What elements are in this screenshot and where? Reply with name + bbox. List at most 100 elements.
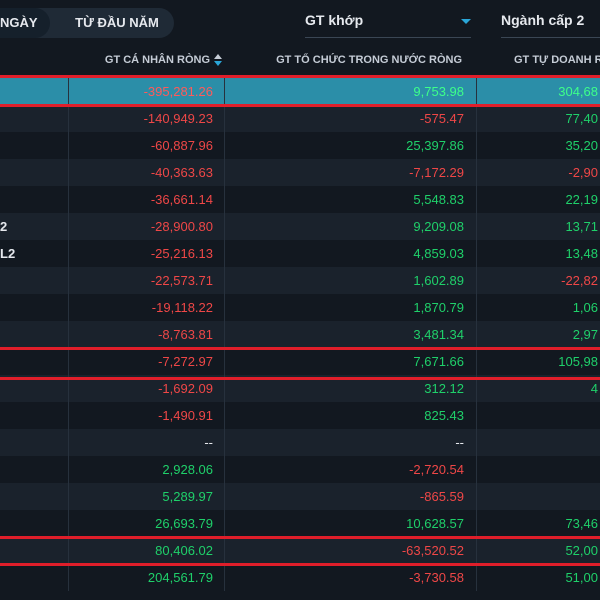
highlight-line xyxy=(0,347,600,350)
column-divider xyxy=(476,159,477,186)
individual-net-cell: -8,763.81 xyxy=(158,327,213,342)
column-divider xyxy=(68,240,69,267)
column-divider xyxy=(476,186,477,213)
column-divider xyxy=(476,402,477,429)
column-divider xyxy=(68,159,69,186)
column-divider xyxy=(224,510,225,537)
individual-net-cell: -36,661.14 xyxy=(150,192,213,207)
table-row[interactable]: -60,887.96 25,397.86 35,20 xyxy=(0,132,600,159)
table-row[interactable]: 2,928.06 -2,720.54 xyxy=(0,456,600,483)
row-name-cell xyxy=(0,402,60,429)
column-divider xyxy=(224,78,225,105)
column-divider xyxy=(476,78,477,105)
table-row[interactable]: 2 -28,900.80 9,209.08 13,71 xyxy=(0,213,600,240)
individual-net-cell: -140,949.23 xyxy=(143,111,213,126)
column-divider xyxy=(224,294,225,321)
individual-net-cell: -- xyxy=(204,435,213,450)
row-name-cell xyxy=(0,456,60,483)
column-divider xyxy=(476,132,477,159)
highlight-line xyxy=(0,104,600,107)
column-divider xyxy=(224,240,225,267)
highlight-line xyxy=(0,563,600,566)
institution-net-cell: 1,602.89 xyxy=(413,273,464,288)
column-divider xyxy=(68,348,69,375)
column-divider xyxy=(224,402,225,429)
column-divider xyxy=(68,186,69,213)
institution-net-cell: -- xyxy=(455,435,464,450)
proprietary-net-cell: 13,48 xyxy=(565,246,598,261)
column-divider xyxy=(476,483,477,510)
institution-net-cell: -7,172.29 xyxy=(409,165,464,180)
table-row[interactable]: -40,363.63 -7,172.29 -2,90 xyxy=(0,159,600,186)
table-row[interactable]: 5,289.97 -865.59 xyxy=(0,483,600,510)
institution-net-cell: 10,628.57 xyxy=(406,516,464,531)
row-name-cell xyxy=(0,186,60,213)
individual-net-cell: -22,573.71 xyxy=(150,273,213,288)
table-row[interactable]: -395,281.26 9,753.98 304,68 xyxy=(0,78,600,105)
table-row[interactable]: -36,661.14 5,548.83 22,19 xyxy=(0,186,600,213)
tab-year-to-date[interactable]: TỪ ĐẦU NĂM xyxy=(75,15,159,30)
column-divider xyxy=(224,321,225,348)
institution-net-cell: 825.43 xyxy=(424,408,464,423)
row-name-cell xyxy=(0,564,60,591)
table-row[interactable]: -7,272.97 7,671.66 105,98 xyxy=(0,348,600,375)
proprietary-net-cell: 73,46 xyxy=(565,516,598,531)
top-bar: NGÀY TỪ ĐẦU NĂM GT khớp Ngành cấp 2 xyxy=(0,0,600,44)
table-row[interactable]: -1,490.91 825.43 xyxy=(0,402,600,429)
proprietary-net-cell: 1,06 xyxy=(572,300,598,315)
table-row[interactable]: -22,573.71 1,602.89 -22,82 xyxy=(0,267,600,294)
caret-down-icon xyxy=(461,19,471,24)
sector-level-dropdown-label: Ngành cấp 2 xyxy=(501,12,585,28)
header-proprietary-net[interactable]: GT TỰ DOANH R xyxy=(514,54,600,66)
row-name-cell xyxy=(0,510,60,537)
table-row[interactable]: -19,118.22 1,870.79 1,06 xyxy=(0,294,600,321)
individual-net-cell: -60,887.96 xyxy=(150,138,213,153)
row-name-cell xyxy=(0,105,60,132)
column-divider xyxy=(476,213,477,240)
proprietary-net-cell: 2,97 xyxy=(572,327,598,342)
table-header: GT CÁ NHÂN RÒNG GT TỔ CHỨC TRONG NƯỚC RÒ… xyxy=(0,44,600,76)
column-divider xyxy=(68,267,69,294)
column-divider xyxy=(476,240,477,267)
column-divider xyxy=(68,456,69,483)
table-row[interactable]: -140,949.23 -575.47 77,40 xyxy=(0,105,600,132)
column-divider xyxy=(224,348,225,375)
table-row[interactable]: -- -- xyxy=(0,429,600,456)
individual-net-cell: 5,289.97 xyxy=(162,489,213,504)
column-divider xyxy=(476,294,477,321)
sort-icon[interactable] xyxy=(214,54,224,66)
table-row[interactable]: 26,693.79 10,628.57 73,46 xyxy=(0,510,600,537)
period-segmented-control: NGÀY TỪ ĐẦU NĂM xyxy=(0,8,174,38)
column-divider xyxy=(224,564,225,591)
individual-net-cell: -1,692.09 xyxy=(158,381,213,396)
column-divider xyxy=(224,186,225,213)
institution-net-cell: 4,859.03 xyxy=(413,246,464,261)
table-row[interactable]: L2 -25,216.13 4,859.03 13,48 xyxy=(0,240,600,267)
institution-net-cell: 312.12 xyxy=(424,381,464,396)
column-divider xyxy=(224,429,225,456)
table-row[interactable]: -8,763.81 3,481.34 2,97 xyxy=(0,321,600,348)
column-divider xyxy=(224,267,225,294)
column-divider xyxy=(224,483,225,510)
proprietary-net-cell: 105,98 xyxy=(558,354,598,369)
header-individual-net[interactable]: GT CÁ NHÂN RÒNG xyxy=(104,54,210,66)
proprietary-net-cell: 13,71 xyxy=(565,219,598,234)
column-divider xyxy=(68,483,69,510)
column-divider xyxy=(476,456,477,483)
column-divider xyxy=(68,78,69,105)
column-divider xyxy=(476,267,477,294)
row-name-cell: L2 xyxy=(0,246,16,261)
header-domestic-institution-net[interactable]: GT TỔ CHỨC TRONG NƯỚC RÒNG xyxy=(276,54,462,66)
individual-net-cell: 26,693.79 xyxy=(155,516,213,531)
sector-level-dropdown[interactable]: Ngành cấp 2 xyxy=(501,6,600,38)
column-divider xyxy=(68,564,69,591)
row-name-cell xyxy=(0,267,60,294)
proprietary-net-cell: 304,68 xyxy=(558,84,598,99)
value-type-dropdown[interactable]: GT khớp xyxy=(305,6,471,38)
table-row[interactable]: 204,561.79 -3,730.58 51,00 xyxy=(0,564,600,591)
table-row[interactable]: 80,406.02 -63,520.52 52,00 xyxy=(0,537,600,564)
institution-net-cell: 9,753.98 xyxy=(413,84,464,99)
tab-day[interactable]: NGÀY xyxy=(0,8,50,38)
row-name-cell xyxy=(0,537,60,564)
individual-net-cell: 204,561.79 xyxy=(147,570,213,585)
